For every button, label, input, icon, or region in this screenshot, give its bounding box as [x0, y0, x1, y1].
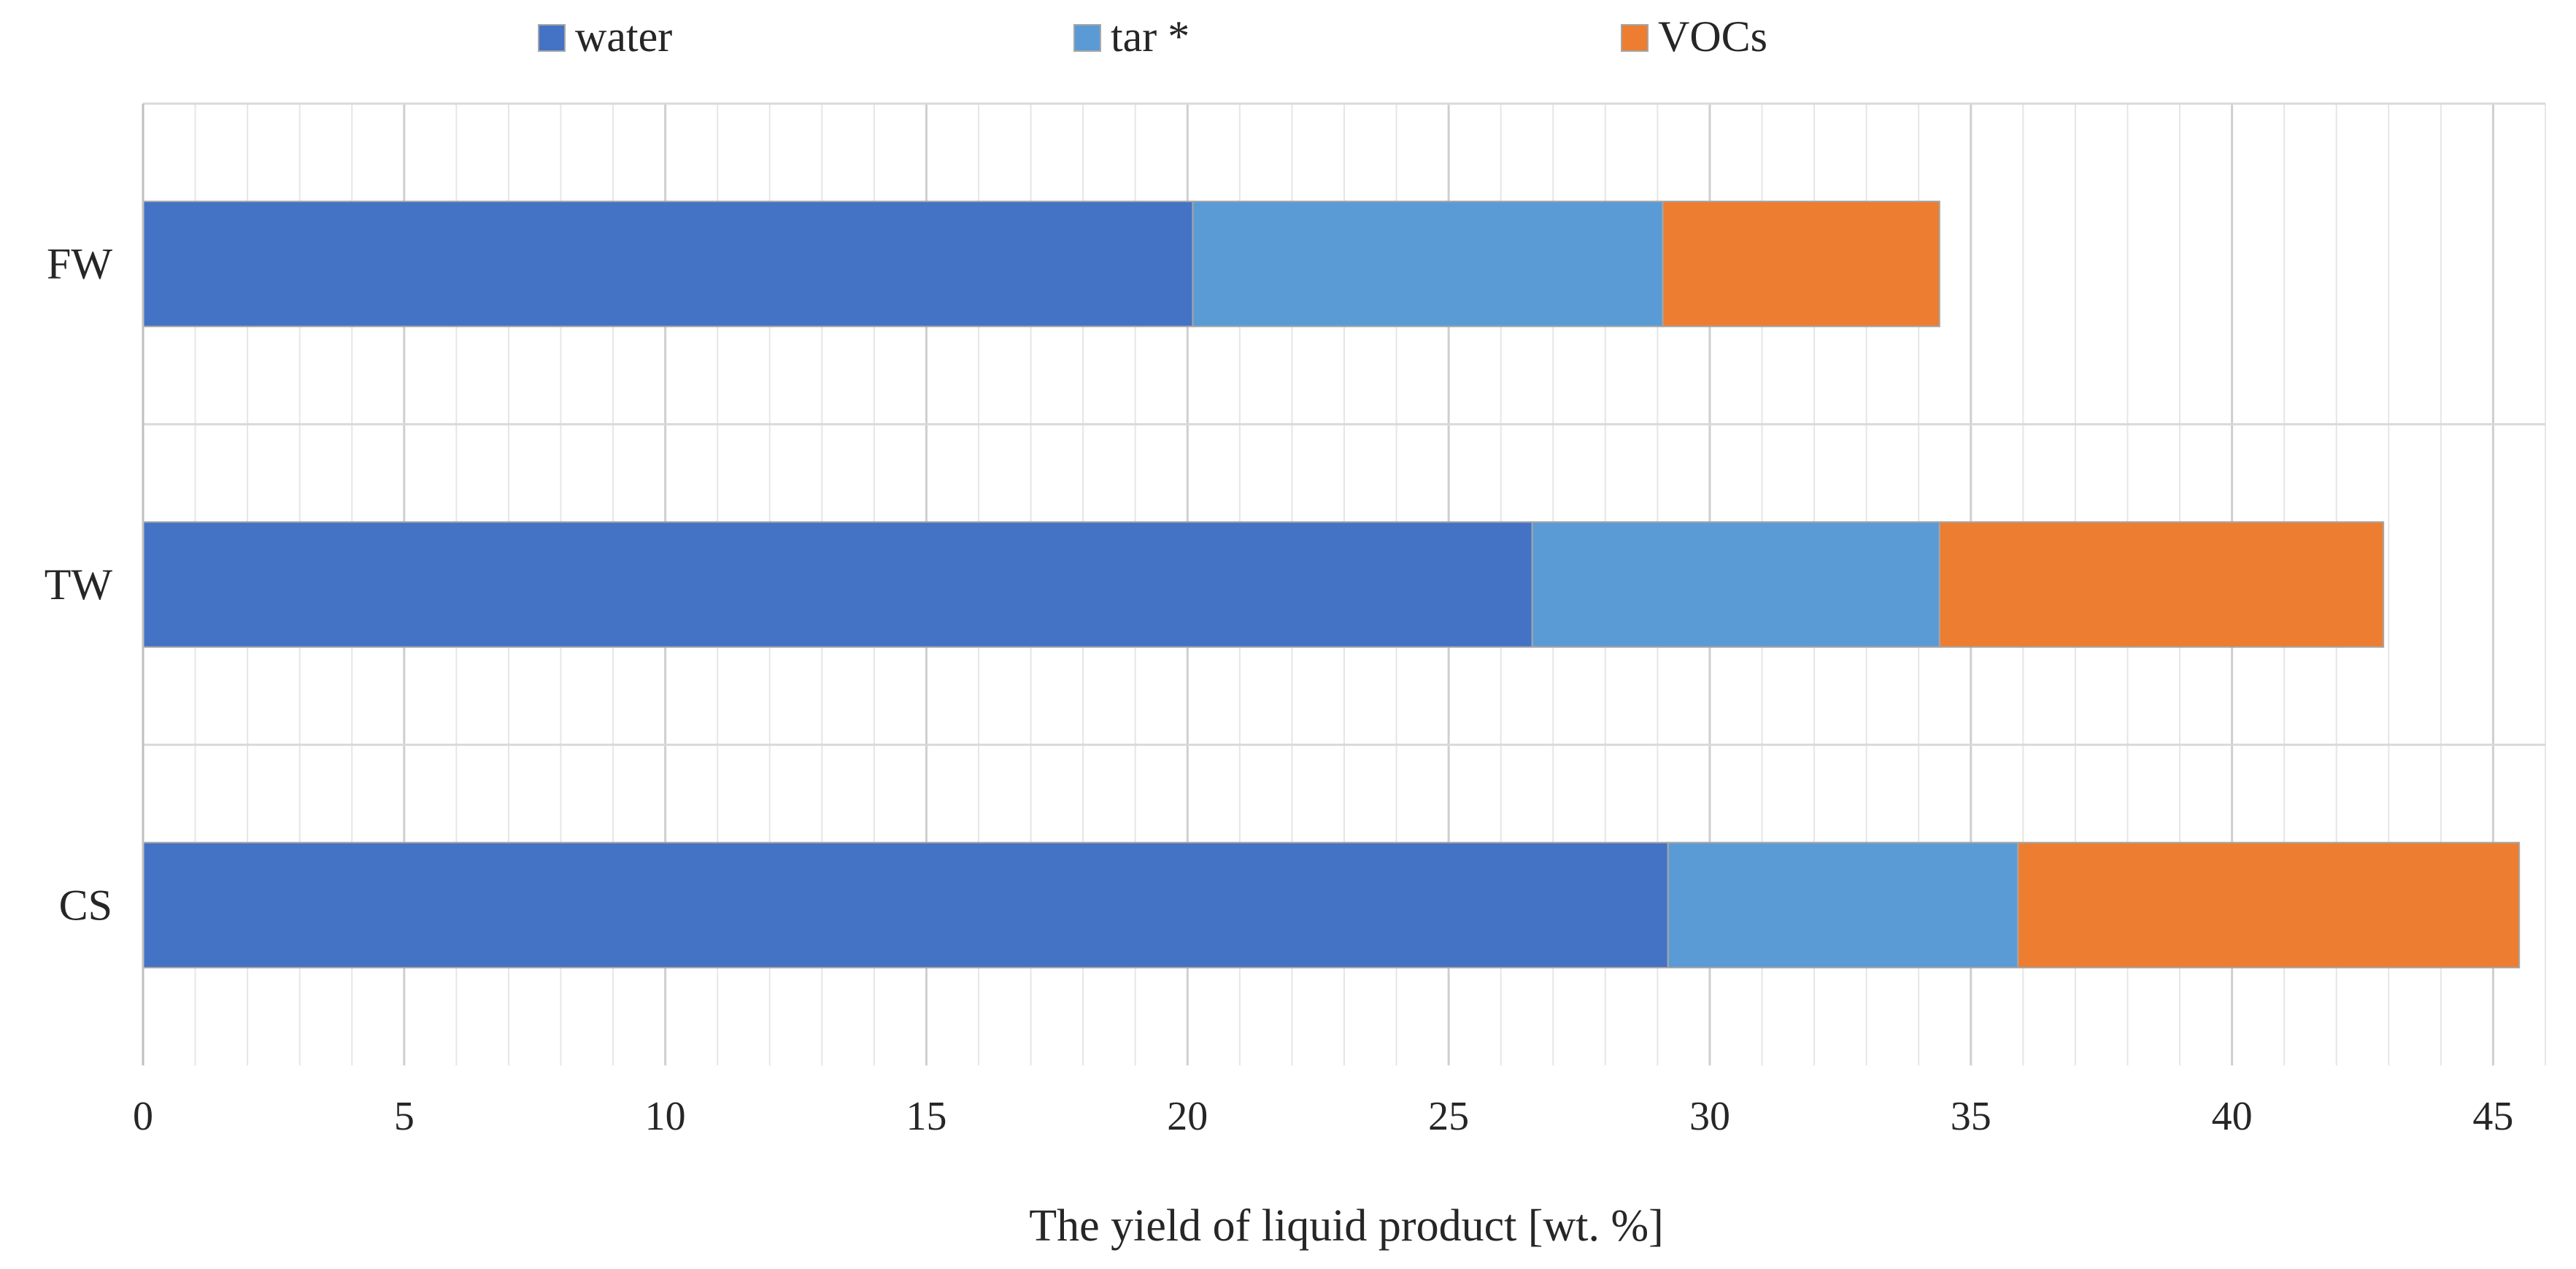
x-axis-title: The yield of liquid product [wt. %]	[1029, 1201, 1664, 1251]
bar-tw-tar	[1531, 521, 1940, 648]
y-category-label: TW	[45, 560, 113, 609]
bars	[142, 200, 2521, 969]
x-tick-label: 15	[906, 1094, 946, 1139]
x-tick-label: 20	[1167, 1094, 1208, 1139]
x-tick-label: 35	[1951, 1094, 1991, 1139]
bar-tw-water	[142, 521, 1533, 648]
legend-label: tar *	[1111, 12, 1189, 61]
bar-fw-tar	[1192, 200, 1664, 328]
x-tick-label: 25	[1428, 1094, 1469, 1139]
x-tick-label: 45	[2472, 1094, 2513, 1139]
legend-label: VOCs	[1658, 12, 1767, 61]
axes: 0 5 10 15 20 25 30 35 40 45 FW TW CS	[45, 104, 2513, 1139]
bar-cs-vocs	[2017, 841, 2521, 969]
y-category-label: FW	[47, 240, 112, 288]
x-tick-label: 10	[645, 1094, 686, 1139]
legend: water tar * VOCs	[538, 12, 1767, 61]
legend-label: water	[575, 12, 672, 61]
legend-swatch	[538, 24, 566, 52]
y-category-label: CS	[59, 881, 112, 929]
bar-cs-water	[142, 841, 1669, 969]
bar-tw-vocs	[1938, 521, 2385, 648]
legend-swatch	[1073, 24, 1101, 52]
bar-cs-tar	[1667, 841, 2019, 969]
bar-fw-vocs	[1662, 200, 1940, 328]
x-tick-label: 0	[133, 1094, 153, 1139]
x-tick-label: 5	[394, 1094, 414, 1139]
legend-swatch	[1621, 24, 1648, 52]
x-tick-label: 40	[2212, 1094, 2253, 1139]
x-tick-label: 30	[1689, 1094, 1730, 1139]
bar-fw-water	[142, 200, 1194, 328]
